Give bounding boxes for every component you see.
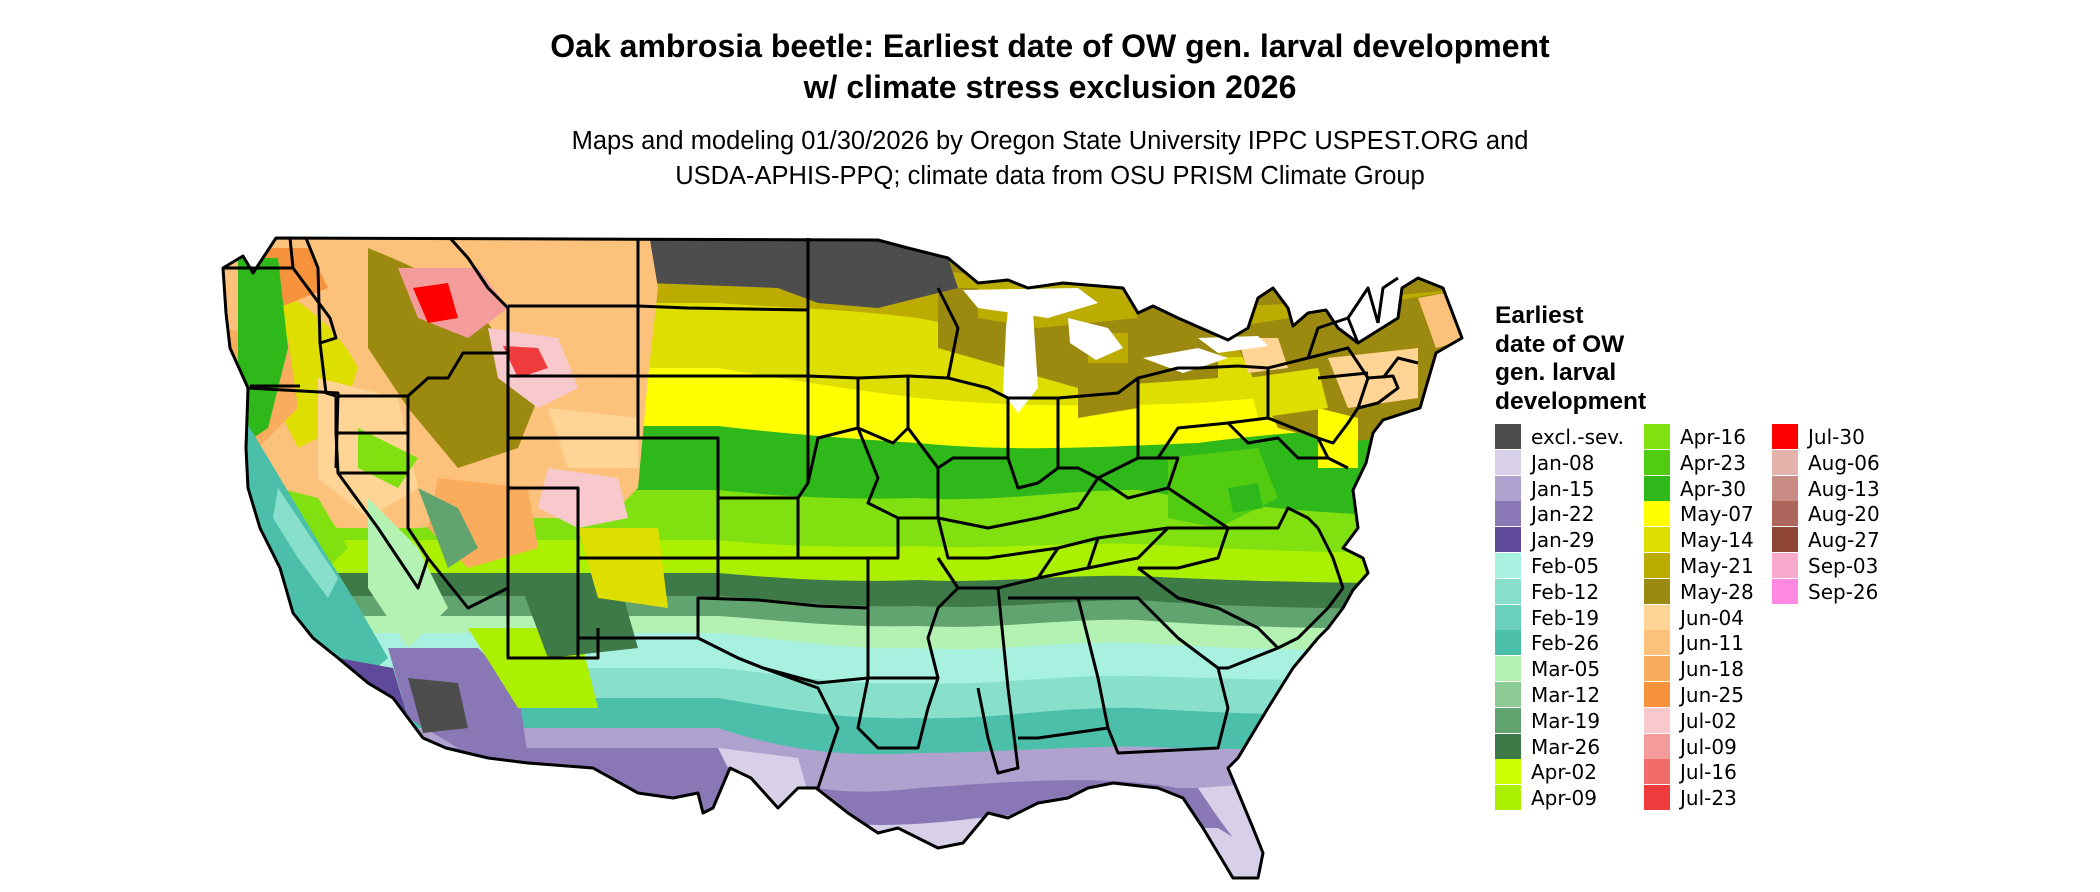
legend-swatch (1495, 449, 1521, 475)
legend-title-line-2: date of OW (1495, 330, 1625, 358)
legend-swatch (1772, 553, 1798, 578)
legend-swatch (1644, 424, 1670, 449)
legend-label: Jul-02 (1680, 708, 1737, 733)
title-line-1: Oak ambrosia beetle: Earliest date of OW… (550, 28, 1550, 64)
us-phenology-map (221, 236, 1464, 880)
legend-swatch (1644, 656, 1670, 682)
legend-label: Jun-18 (1680, 657, 1744, 682)
legend-label: Aug-06 (1808, 450, 1880, 475)
legend-swatch (1644, 578, 1670, 604)
legend-swatch (1644, 527, 1670, 553)
legend-label: Aug-27 (1808, 528, 1880, 553)
legend-label: Apr-23 (1680, 450, 1746, 475)
legend-label: Sep-03 (1808, 554, 1879, 578)
legend-swatch (1644, 630, 1670, 656)
legend-swatch (1644, 733, 1670, 759)
legend-swatch (1495, 604, 1521, 630)
legend-swatch (1495, 578, 1521, 604)
legend-label: Apr-16 (1680, 425, 1746, 449)
legend-swatch (1644, 553, 1670, 578)
legend-label: May-21 (1680, 554, 1754, 578)
legend-swatch (1495, 630, 1521, 656)
legend-label: Jan-22 (1531, 502, 1595, 527)
legend-label: Sep-26 (1808, 579, 1879, 604)
legend-swatch (1644, 682, 1670, 707)
legend-label: Jan-15 (1531, 476, 1595, 501)
legend-swatch (1772, 501, 1798, 527)
legend-swatch (1495, 785, 1521, 811)
legend-swatch (1495, 656, 1521, 682)
legend-label: Feb-12 (1531, 579, 1600, 604)
legend-label: Aug-20 (1808, 502, 1880, 527)
title-line-2: w/ climate stress exclusion 2026 (803, 69, 1297, 105)
legend-swatch (1644, 501, 1670, 527)
legend-label: Apr-09 (1531, 786, 1597, 811)
legend-swatch (1644, 449, 1670, 475)
legend-label: Jun-04 (1680, 605, 1744, 630)
legend-swatch (1495, 501, 1521, 527)
legend-swatch (1644, 604, 1670, 630)
legend-label: Jan-29 (1531, 528, 1595, 553)
legend-swatch (1495, 733, 1521, 759)
legend-swatch (1772, 578, 1798, 604)
legend-label: May-28 (1680, 579, 1754, 604)
map-subtitle: Maps and modeling 01/30/2026 by Oregon S… (170, 124, 1930, 194)
map-title: Oak ambrosia beetle: Earliest date of OW… (170, 26, 1930, 108)
legend-label: Feb-05 (1531, 554, 1600, 578)
subtitle-line-1: Maps and modeling 01/30/2026 by Oregon S… (571, 127, 1529, 155)
legend-swatch (1495, 527, 1521, 553)
legend-label: excl.-sev. (1531, 425, 1624, 449)
legend-swatch (1495, 759, 1521, 785)
legend-title-line-3: gen. larval (1495, 359, 1617, 386)
legend-swatch (1772, 449, 1798, 475)
subtitle-line-2: USDA-APHIS-PPQ; climate data from OSU PR… (675, 162, 1425, 190)
legend-label: Aug-13 (1808, 476, 1880, 501)
legend-swatch (1644, 785, 1670, 811)
legend-swatch (1644, 475, 1670, 501)
legend-label: Apr-30 (1680, 476, 1746, 501)
legend-label: Mar-26 (1531, 734, 1601, 759)
legend-label: Mar-05 (1531, 657, 1601, 682)
legend-label: Mar-12 (1531, 683, 1601, 707)
legend-swatch (1772, 527, 1798, 553)
legend-label: Feb-19 (1531, 605, 1600, 630)
legend-title: Earliest date of OW gen. larval developm… (1495, 302, 1735, 416)
legend-label: Jun-11 (1680, 631, 1744, 656)
state-boundaries (221, 236, 1464, 880)
legend-label: Jan-08 (1531, 450, 1595, 475)
legend-swatch (1495, 553, 1521, 578)
legend-title-line-1: Earliest (1495, 302, 1584, 329)
legend-swatch (1644, 707, 1670, 733)
legend-label: May-07 (1680, 502, 1754, 527)
legend-label: May-14 (1680, 528, 1754, 553)
legend-label: Mar-19 (1531, 708, 1601, 733)
legend-label: Jul-30 (1808, 425, 1865, 449)
legend-swatch (1495, 707, 1521, 733)
legend-label: Jun-25 (1680, 683, 1744, 707)
legend-label: Jul-09 (1680, 734, 1737, 759)
legend-swatch (1495, 424, 1521, 449)
legend-swatch (1495, 682, 1521, 707)
legend-label: Apr-02 (1531, 760, 1597, 785)
legend-title-line-4: development (1495, 387, 1647, 415)
legend-label: Jul-16 (1680, 760, 1737, 785)
legend-swatch (1772, 475, 1798, 501)
legend-swatch (1495, 475, 1521, 501)
legend-swatch (1772, 424, 1798, 449)
legend-label: Feb-26 (1531, 631, 1600, 656)
legend-label: Jul-23 (1680, 786, 1737, 811)
legend-swatch (1644, 759, 1670, 785)
